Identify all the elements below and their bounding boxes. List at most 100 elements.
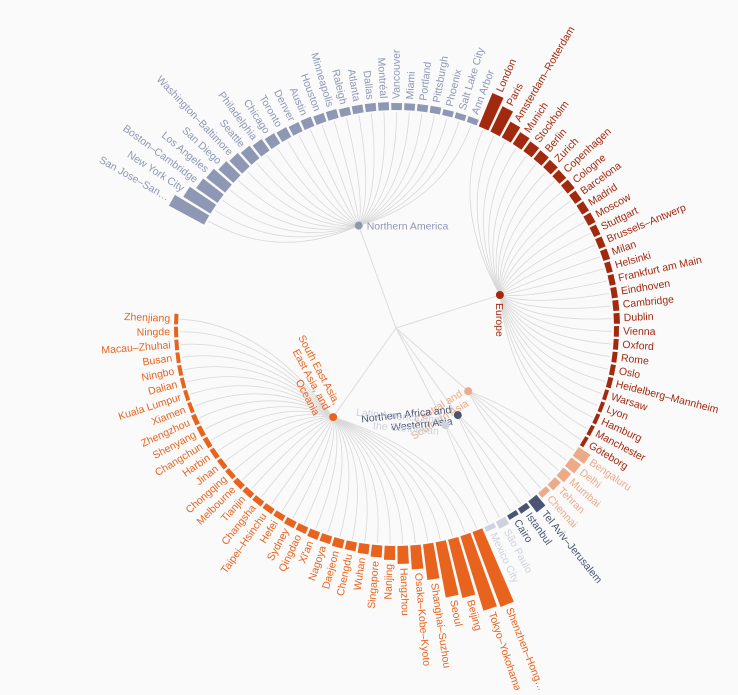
city-bar[interactable] bbox=[538, 486, 551, 498]
city-bar[interactable] bbox=[196, 178, 224, 203]
city-bar[interactable] bbox=[613, 312, 620, 324]
city-bar[interactable] bbox=[610, 286, 618, 299]
city-bar[interactable] bbox=[572, 447, 591, 464]
city-bar[interactable] bbox=[547, 477, 561, 491]
city-bar[interactable] bbox=[264, 133, 281, 150]
city-bar[interactable] bbox=[183, 389, 191, 402]
city-bar[interactable] bbox=[569, 190, 582, 204]
city-bar[interactable] bbox=[295, 523, 309, 534]
city-bar[interactable] bbox=[490, 106, 514, 137]
region-node-mena[interactable] bbox=[453, 411, 462, 420]
city-bar[interactable] bbox=[217, 458, 228, 470]
city-bar[interactable] bbox=[429, 105, 442, 115]
city-bar[interactable] bbox=[377, 102, 390, 111]
city-bar[interactable] bbox=[602, 389, 610, 401]
city-bar[interactable] bbox=[242, 486, 255, 499]
city-bar[interactable] bbox=[206, 168, 232, 193]
city-bar[interactable] bbox=[552, 169, 567, 184]
city-bar[interactable] bbox=[472, 528, 514, 608]
city-bar[interactable] bbox=[229, 153, 250, 174]
city-bar[interactable] bbox=[576, 201, 590, 215]
city-bar[interactable] bbox=[460, 532, 497, 611]
city-bar[interactable] bbox=[177, 364, 184, 377]
city-bar[interactable] bbox=[202, 436, 213, 449]
city-bar[interactable] bbox=[283, 517, 297, 529]
city-bar[interactable] bbox=[174, 326, 179, 338]
city-bar[interactable] bbox=[273, 510, 286, 522]
city-bar[interactable] bbox=[501, 121, 521, 143]
city-bar[interactable] bbox=[179, 377, 187, 389]
city-bar[interactable] bbox=[344, 540, 358, 552]
city-bar[interactable] bbox=[478, 93, 504, 131]
region-node-na[interactable] bbox=[354, 221, 363, 230]
city-bar[interactable] bbox=[583, 212, 596, 226]
city-bar[interactable] bbox=[325, 109, 339, 121]
city-bar[interactable] bbox=[331, 537, 345, 549]
city-bar[interactable] bbox=[288, 121, 303, 136]
city-bar[interactable] bbox=[313, 112, 327, 125]
city-bar[interactable] bbox=[187, 401, 195, 414]
city-bar[interactable] bbox=[391, 103, 403, 111]
city-bar[interactable] bbox=[607, 274, 616, 286]
city-bar[interactable] bbox=[495, 516, 510, 529]
city-bar[interactable] bbox=[599, 248, 611, 261]
city-bar[interactable] bbox=[422, 542, 440, 581]
city-bar[interactable] bbox=[533, 150, 549, 166]
city-bar[interactable] bbox=[351, 104, 364, 115]
city-bar[interactable] bbox=[523, 141, 540, 158]
city-bar[interactable] bbox=[608, 364, 616, 376]
city-bar[interactable] bbox=[252, 495, 265, 507]
city-bar[interactable] bbox=[416, 104, 429, 113]
region-node-csa[interactable] bbox=[464, 387, 473, 396]
city-bar[interactable] bbox=[262, 503, 275, 515]
city-bar[interactable] bbox=[300, 116, 315, 131]
city-bar[interactable] bbox=[364, 102, 377, 113]
city-bar[interactable] bbox=[612, 338, 619, 350]
city-bar[interactable] bbox=[454, 112, 467, 122]
city-bar[interactable] bbox=[589, 224, 601, 238]
city-bar[interactable] bbox=[209, 447, 220, 460]
city-bar[interactable] bbox=[597, 401, 606, 413]
city-bar[interactable] bbox=[543, 159, 558, 175]
city-bar[interactable] bbox=[174, 313, 179, 325]
city-bar[interactable] bbox=[435, 540, 459, 598]
city-bar[interactable] bbox=[448, 536, 476, 598]
city-bar[interactable] bbox=[466, 116, 479, 126]
city-bar[interactable] bbox=[605, 376, 614, 389]
city-bar[interactable] bbox=[252, 138, 270, 157]
region-node-latam[interactable] bbox=[441, 421, 450, 430]
city-bar[interactable] bbox=[484, 522, 497, 532]
city-bar[interactable] bbox=[507, 510, 519, 520]
region-node-asia[interactable] bbox=[329, 413, 338, 422]
city-bar[interactable] bbox=[579, 436, 589, 448]
city-bar[interactable] bbox=[397, 545, 409, 564]
city-bar[interactable] bbox=[564, 457, 581, 474]
city-bar[interactable] bbox=[512, 132, 530, 150]
city-bar[interactable] bbox=[240, 145, 260, 165]
city-bar[interactable] bbox=[183, 186, 217, 214]
city-bar[interactable] bbox=[442, 109, 454, 118]
city-bar[interactable] bbox=[611, 351, 618, 363]
city-bar[interactable] bbox=[338, 106, 352, 118]
city-bar[interactable] bbox=[404, 103, 416, 111]
city-bar[interactable] bbox=[168, 194, 210, 225]
city-bar[interactable] bbox=[357, 542, 370, 555]
city-bar[interactable] bbox=[225, 468, 236, 480]
city-bar[interactable] bbox=[556, 467, 572, 483]
city-bar[interactable] bbox=[307, 528, 321, 540]
region-node-europe[interactable] bbox=[495, 291, 504, 299]
city-bar[interactable] bbox=[592, 413, 601, 425]
city-bar[interactable] bbox=[410, 544, 424, 570]
city-bar[interactable] bbox=[613, 326, 619, 337]
city-bar[interactable] bbox=[586, 424, 595, 437]
city-bar[interactable] bbox=[175, 352, 181, 364]
city-bar[interactable] bbox=[319, 533, 333, 545]
city-bar[interactable] bbox=[595, 236, 606, 249]
city-bar[interactable] bbox=[517, 502, 530, 514]
city-bar[interactable] bbox=[233, 477, 245, 490]
city-bar[interactable] bbox=[196, 425, 206, 438]
city-bar[interactable] bbox=[191, 413, 200, 426]
city-bar[interactable] bbox=[528, 494, 546, 513]
city-bar[interactable] bbox=[612, 299, 620, 312]
city-bar[interactable] bbox=[370, 544, 383, 558]
